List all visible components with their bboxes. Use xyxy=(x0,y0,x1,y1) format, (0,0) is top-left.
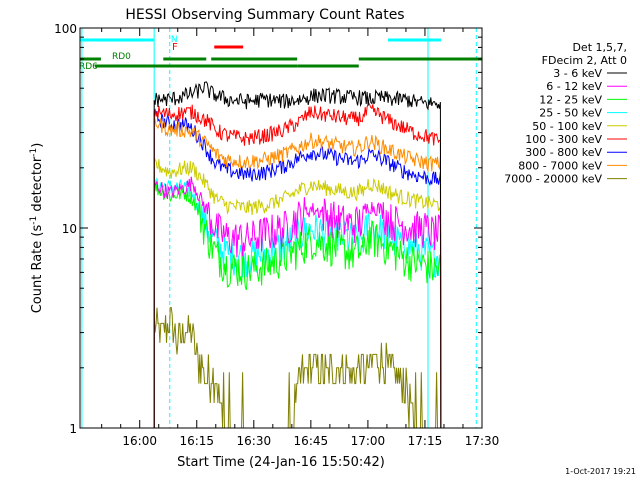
observing-bar-label-2: F xyxy=(172,42,178,53)
x-tick-label-0: 16:00 xyxy=(122,434,157,448)
series-line-3-6-kev xyxy=(153,81,442,429)
x-tick-label-6: 17:30 xyxy=(465,434,500,448)
legend-label-6: 300 - 800 keV xyxy=(525,146,602,159)
legend-label-2: 12 - 25 keV xyxy=(539,93,602,106)
observing-bar-label-4: RD6 xyxy=(79,62,98,72)
y-tick-label-1: 10 xyxy=(62,222,77,236)
observing-bar-label-3: RD0 xyxy=(112,52,131,62)
x-axis-label: Start Time (24-Jan-16 15:50:42) xyxy=(177,455,385,470)
legend-header-0: Det 1,5,7, xyxy=(572,41,627,54)
legend-label-1: 6 - 12 keV xyxy=(546,80,602,93)
legend-label-5: 100 - 300 keV xyxy=(525,133,602,146)
legend-label-3: 25 - 50 keV xyxy=(539,107,602,120)
series-line-100-300-kev xyxy=(153,102,442,429)
x-tick-label-4: 17:00 xyxy=(351,434,386,448)
series-line-7000-20000-kev xyxy=(153,307,441,429)
plot-axes: 16:00 16:15 16:30 16:45 17:00 17:15 17:30 1 10 10… xyxy=(54,22,499,448)
x-tick-label-2: 16:30 xyxy=(237,434,272,448)
x-tick-label-1: 16:15 xyxy=(179,434,214,448)
x-tick-label-5: 17:15 xyxy=(408,434,443,448)
legend-label-8: 7000 - 20000 keV xyxy=(504,173,602,186)
legend-label-0: 3 - 6 keV xyxy=(553,67,602,80)
x-tick-label-3: 16:45 xyxy=(294,434,329,448)
footer-date: 1-Oct-2017 19:21 xyxy=(565,467,636,476)
series-lines xyxy=(153,81,442,429)
legend-label-4: 50 - 100 keV xyxy=(532,120,602,133)
legend-header-1: FDecim 2, Att 0 xyxy=(542,54,627,67)
observing-bar-label-1: N xyxy=(171,35,178,45)
series-line-6-12-kev xyxy=(153,176,442,429)
y-axis-label: Count Rate (s-1 detector-1) xyxy=(29,143,45,314)
observing-bars: NF RD0 RD6 xyxy=(79,35,482,72)
legend-label-7: 800 - 7000 keV xyxy=(518,159,602,172)
series-line-12-25-kev xyxy=(153,182,442,429)
series-line-800-7000-kev xyxy=(153,115,442,429)
y-tick-label-0: 1 xyxy=(69,422,77,436)
chart-title: HESSI Observing Summary Count Rates xyxy=(125,7,404,23)
y-tick-label-2: 100 xyxy=(54,22,77,36)
series-line-50-100-kev xyxy=(153,156,442,429)
